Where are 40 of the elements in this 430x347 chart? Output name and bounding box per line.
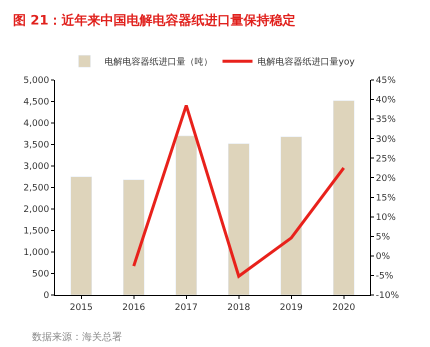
y-tick-label: 4,500 bbox=[23, 98, 50, 108]
y-tick-label: 0 bbox=[43, 291, 50, 302]
bar bbox=[228, 143, 250, 295]
chart-title: 图 21：近年来中国电解电容器纸进口量保持稳定 bbox=[12, 12, 296, 29]
y2-tick-label: 0% bbox=[376, 252, 391, 262]
x-tick-label: 2018 bbox=[227, 302, 250, 313]
y-tick-label: 2,000 bbox=[23, 205, 50, 216]
y2-tick-label: 45% bbox=[376, 76, 396, 86]
legend-label: 电解电容器纸进口量yoy bbox=[258, 56, 356, 68]
y2-tick-label: 40% bbox=[376, 96, 396, 106]
source-note: 数据来源：海关总署 bbox=[32, 331, 122, 343]
y2-tick-label: -5% bbox=[376, 272, 394, 282]
bar bbox=[333, 100, 354, 295]
line-series bbox=[132, 104, 346, 278]
y-tick-label: 4,000 bbox=[23, 119, 50, 130]
x-tick-label: 2016 bbox=[122, 302, 146, 313]
y-tick-label: 1,000 bbox=[23, 248, 50, 258]
bar bbox=[70, 176, 92, 295]
y2-tick-label: 25% bbox=[376, 154, 396, 164]
x-tick-label: 2019 bbox=[280, 302, 303, 313]
x-tick-label: 2017 bbox=[174, 302, 198, 313]
legend-label: 电解电容器纸进口量（吨） bbox=[104, 56, 212, 68]
y2-tick-label: 35% bbox=[376, 115, 396, 126]
bar bbox=[176, 136, 197, 295]
y-tick-label: 1,500 bbox=[23, 226, 50, 237]
bar bbox=[280, 136, 302, 295]
y-tick-label: 500 bbox=[32, 270, 50, 280]
y2-tick-label: 15% bbox=[376, 193, 396, 204]
y-tick-label: 5,000 bbox=[23, 76, 50, 86]
bar bbox=[123, 180, 144, 295]
y-tick-label: 3,000 bbox=[23, 162, 50, 172]
y2-tick-label: 30% bbox=[376, 134, 396, 145]
y2-tick-label: -10% bbox=[376, 291, 400, 302]
y2-tick-label: 5% bbox=[376, 232, 391, 243]
x-tick-label: 2015 bbox=[70, 302, 93, 313]
y-tick-label: 2,500 bbox=[23, 184, 50, 194]
y-tick-label: 3,500 bbox=[23, 140, 50, 151]
y2-tick-label: 10% bbox=[376, 212, 396, 223]
y2-tick-label: 20% bbox=[376, 174, 396, 184]
x-tick-label: 2020 bbox=[332, 302, 356, 313]
